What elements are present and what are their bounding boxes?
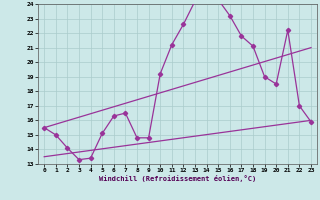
X-axis label: Windchill (Refroidissement éolien,°C): Windchill (Refroidissement éolien,°C) <box>99 175 256 182</box>
